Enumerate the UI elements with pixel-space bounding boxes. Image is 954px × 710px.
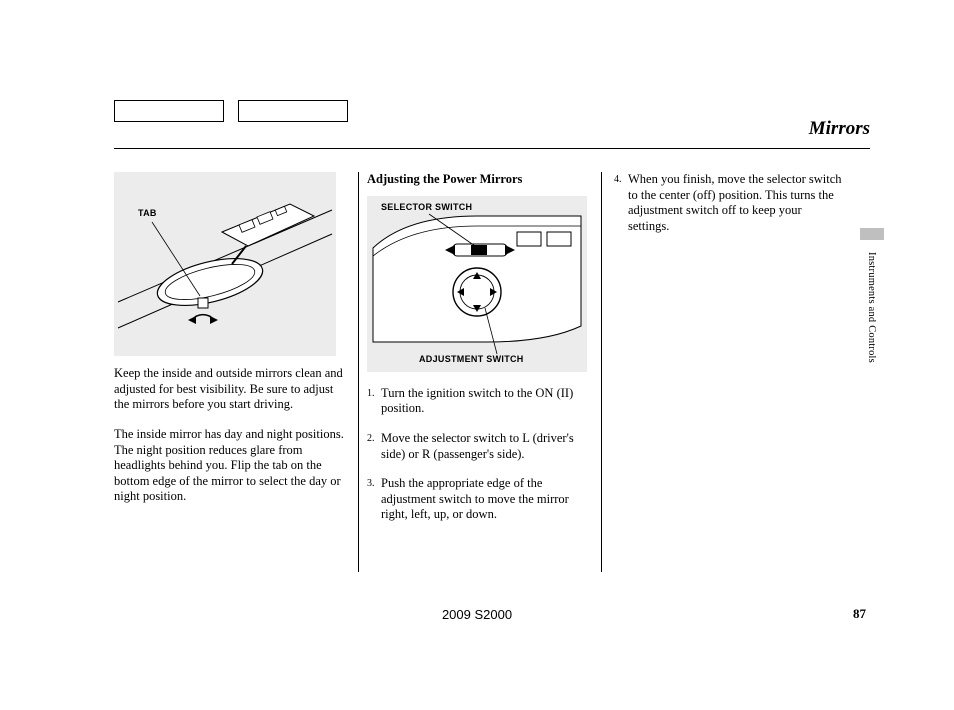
- footer-model-year: 2009 S2000: [0, 607, 954, 622]
- step-number: 3.: [367, 476, 381, 523]
- col1-paragraph-1: Keep the inside and outside mirrors clea…: [114, 366, 346, 413]
- column-2: Adjusting the Power Mirrors: [358, 172, 602, 572]
- side-tab-marker: [860, 228, 884, 240]
- step-text: When you finish, move the selector switc…: [628, 172, 846, 235]
- header-placeholder-boxes: [114, 100, 348, 122]
- col2-step-2: 2. Move the selector switch to L (driver…: [367, 431, 589, 462]
- step-text: Move the selector switch to L (driver's …: [381, 431, 589, 462]
- column-1: TAB Keep the inside and outside mirrors …: [114, 172, 358, 572]
- column-3: 4. When you finish, move the selector sw…: [602, 172, 846, 572]
- manual-page: Mirrors: [0, 0, 954, 710]
- col1-paragraph-2: The inside mirror has day and night posi…: [114, 427, 346, 505]
- figure2-label-selector: SELECTOR SWITCH: [381, 202, 472, 213]
- col2-step-3: 3. Push the appropriate edge of the adju…: [367, 476, 589, 523]
- page-title: Mirrors: [809, 118, 870, 140]
- step-number: 2.: [367, 431, 381, 462]
- figure2-label-adjustment: ADJUSTMENT SWITCH: [419, 354, 524, 365]
- header-box-1: [114, 100, 224, 122]
- power-mirror-switch-illustration: [367, 196, 587, 372]
- title-rule: [114, 148, 870, 149]
- step-number: 1.: [367, 386, 381, 417]
- content-columns: TAB Keep the inside and outside mirrors …: [114, 172, 854, 572]
- col2-step-1: 1. Turn the ignition switch to the ON (I…: [367, 386, 589, 417]
- figure-inside-mirror: TAB: [114, 172, 336, 356]
- step-text: Push the appropriate edge of the adjustm…: [381, 476, 589, 523]
- figure-power-mirror-switch: SELECTOR SWITCH ADJUSTMENT SWITCH: [367, 196, 587, 372]
- figure1-label-tab: TAB: [138, 208, 157, 219]
- step-text: Turn the ignition switch to the ON (II) …: [381, 386, 589, 417]
- side-section-label: Instruments and Controls: [866, 252, 877, 363]
- col3-step-4: 4. When you finish, move the selector sw…: [614, 172, 846, 235]
- inside-mirror-illustration: [114, 172, 336, 356]
- page-number: 87: [853, 606, 866, 622]
- step-number: 4.: [614, 172, 628, 235]
- header-box-2: [238, 100, 348, 122]
- col2-subheading: Adjusting the Power Mirrors: [367, 172, 589, 188]
